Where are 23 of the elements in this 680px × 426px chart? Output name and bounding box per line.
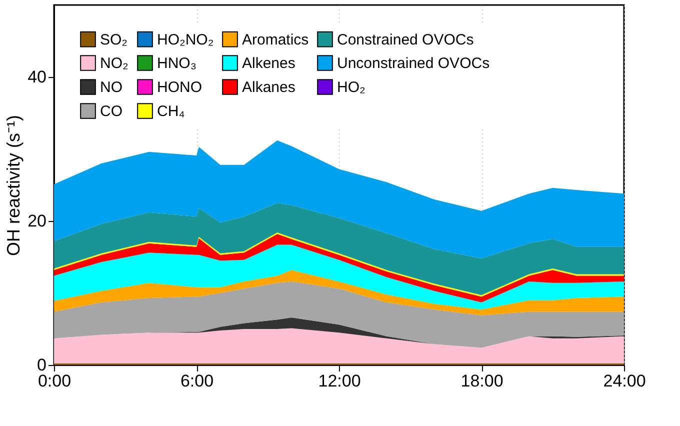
legend-label: HONO (157, 79, 202, 96)
y-tick-label: 20 (28, 212, 46, 230)
legend-label: Alkenes (242, 55, 296, 72)
legend-label: Alkanes (242, 79, 296, 96)
legend-label: SO₂ (100, 31, 128, 48)
x-tick-label: 12:00 (318, 372, 361, 390)
legend-label: CO (100, 103, 122, 120)
y-axis-title: OH reactivity (s⁻¹) (4, 115, 24, 256)
legend-label: HO₂ (337, 79, 366, 96)
y-tick-label: 40 (28, 68, 46, 86)
x-tick-label: 0:00 (38, 372, 72, 390)
x-tick-label: 6:00 (180, 372, 214, 390)
legend-label: HO₂NO₂ (157, 31, 214, 48)
legend-label: Constrained OVOCs (337, 31, 474, 48)
legend-label: CH₄ (157, 103, 185, 120)
legend-label: HNO₃ (157, 55, 196, 72)
x-tick-label: 18:00 (460, 372, 504, 390)
legend-label: Unconstrained OVOCs (337, 55, 490, 72)
legend-label: NO (100, 79, 122, 96)
y-tick-label: 0 (37, 356, 46, 374)
x-tick-label: 24:00 (603, 372, 646, 390)
legend-label: NO₂ (100, 55, 128, 72)
legend-label: Aromatics (242, 31, 309, 48)
